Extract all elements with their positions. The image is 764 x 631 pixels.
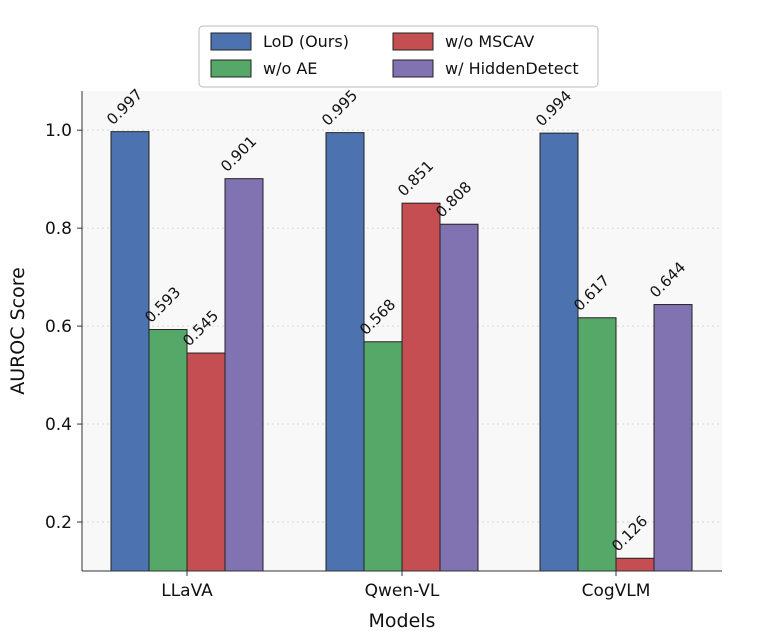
x-tick-label: Qwen-VL [365,581,440,601]
legend-swatch [392,32,434,51]
y-ticks: 0.2 0.4 0.6 0.8 1.0 [45,121,82,533]
legend-label: w/ HiddenDetect [445,59,579,78]
bar [186,352,226,572]
y-tick-label: 0.8 [45,219,72,239]
legend-swatch [392,59,434,78]
x-axis-title: Models [369,610,436,631]
bar [577,317,617,572]
x-tick-label: CogVLM [582,581,651,601]
x-tick-label: LLaVA [161,581,213,601]
legend-label: LoD (Ours) [263,32,349,51]
legend-label: w/o AE [263,59,317,78]
x-ticks: LLaVA Qwen-VL CogVLM [161,571,650,601]
bar [401,202,441,572]
y-tick-label: 0.2 [45,513,72,533]
bar [325,132,365,572]
bars-group [110,131,693,572]
bar [110,131,150,572]
y-tick-label: 0.6 [45,317,72,337]
bar [539,132,579,572]
bar [363,341,403,572]
legend-swatch [210,32,252,51]
legend: LoD (Ours) w/o AE w/o MSCAV w/ HiddenDetect [198,25,599,88]
y-tick-label: 1.0 [45,121,72,141]
y-tick-label: 0.4 [45,415,72,435]
y-axis-title: AUROC Score [7,267,29,395]
bar [615,557,655,572]
bar [653,304,693,572]
bar [148,329,188,572]
legend-box [198,25,599,88]
legend-swatch [210,59,252,78]
bar [439,223,479,572]
bar [224,178,264,572]
legend-label: w/o MSCAV [445,32,534,51]
